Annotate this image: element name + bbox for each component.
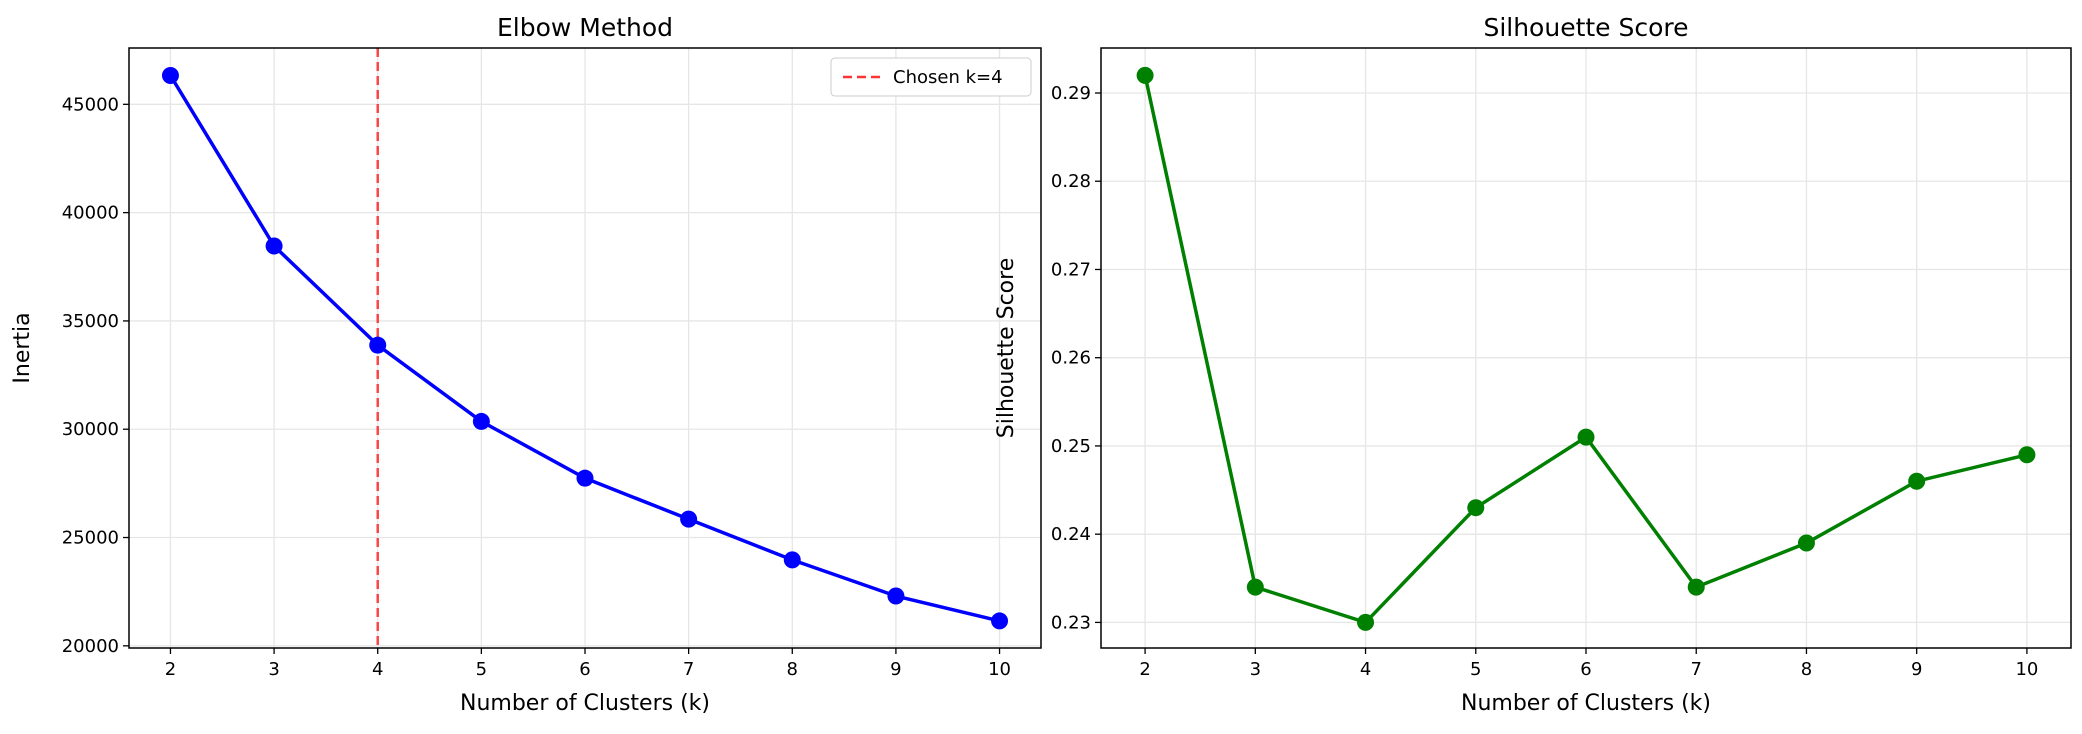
chart-0: 2 3 4 5 6 7 8 9 10 20000 25000 30000 35000 40000 45000… <box>10 13 1042 716</box>
y-tick-label: 30000 <box>62 419 119 440</box>
x-tick-label: 6 <box>579 659 590 680</box>
y-axis-label: Inertia <box>10 312 35 383</box>
x-tick-label: 7 <box>683 659 694 680</box>
y-tick-label: 0.28 <box>1051 171 1091 192</box>
data-point <box>991 612 1009 630</box>
x-tick-label: 3 <box>268 659 279 680</box>
y-tick-label: 0.29 <box>1051 83 1091 104</box>
x-tick-label: 2 <box>1139 659 1150 680</box>
x-tick-label: 4 <box>1360 659 1371 680</box>
data-point <box>1908 472 1926 490</box>
data-point <box>161 67 179 85</box>
chart-title: Silhouette Score <box>1483 13 1688 42</box>
y-tick-label: 0.23 <box>1051 612 1091 633</box>
x-tick-label: 5 <box>476 659 487 680</box>
y-axis-label: Silhouette Score <box>994 258 1019 438</box>
x-tick-label: 9 <box>1911 659 1922 680</box>
chart-title: Elbow Method <box>497 13 673 42</box>
legend-label: Chosen k=4 <box>893 67 1003 88</box>
data-point <box>1467 499 1485 517</box>
x-tick-label: 2 <box>165 659 176 680</box>
y-tick-label: 25000 <box>62 528 119 549</box>
x-tick-label: 10 <box>988 659 1011 680</box>
data-point <box>1357 613 1375 631</box>
data-point <box>783 551 801 569</box>
x-tick-label: 10 <box>2015 659 2038 680</box>
x-axis-label: Number of Clusters (k) <box>460 691 710 716</box>
y-tick-label: 0.24 <box>1051 524 1091 545</box>
data-point <box>265 237 283 255</box>
y-tick-label: 0.27 <box>1051 259 1091 280</box>
data-point <box>1687 578 1705 596</box>
x-tick-label: 8 <box>1801 659 1812 680</box>
x-axis-label: Number of Clusters (k) <box>1461 691 1711 716</box>
data-point <box>472 412 490 430</box>
x-tick-label: 9 <box>890 659 901 680</box>
x-tick-label: 6 <box>1580 659 1591 680</box>
y-tick-label: 45000 <box>62 94 119 115</box>
data-point <box>2018 446 2036 464</box>
data-point <box>576 469 594 487</box>
data-point <box>1797 534 1815 552</box>
chart-1: 2 3 4 5 6 7 8 9 10 0.23 0.24 0.25 0.26 0.27 0.28 0.29 Si… <box>994 13 2072 716</box>
y-tick-label: 40000 <box>62 203 119 224</box>
x-tick-label: 3 <box>1250 659 1261 680</box>
y-tick-label: 0.25 <box>1051 436 1091 457</box>
data-point <box>887 587 905 605</box>
legend-box <box>830 57 1032 97</box>
x-tick-label: 5 <box>1470 659 1481 680</box>
y-tick-label: 0.26 <box>1051 348 1091 369</box>
plot-frame <box>1100 47 2072 649</box>
plot-frame <box>128 47 1042 649</box>
x-tick-label: 8 <box>787 659 798 680</box>
data-point <box>680 510 698 528</box>
x-tick-label: 4 <box>372 659 383 680</box>
data-point <box>1577 428 1595 446</box>
x-tick-label: 7 <box>1691 659 1702 680</box>
data-point <box>369 336 387 354</box>
data-point <box>1136 66 1154 84</box>
data-point <box>1246 578 1264 596</box>
y-tick-label: 35000 <box>62 311 119 332</box>
y-tick-label: 20000 <box>62 636 119 657</box>
